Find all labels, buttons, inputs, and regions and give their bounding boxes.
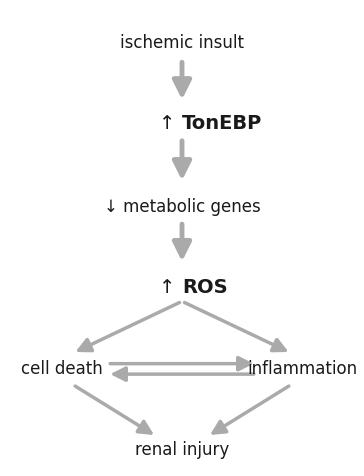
Text: renal injury: renal injury — [135, 441, 229, 459]
Text: ischemic insult: ischemic insult — [120, 34, 244, 52]
Text: ↑: ↑ — [159, 114, 182, 133]
Text: inflammation: inflammation — [247, 360, 357, 378]
Text: ↓ metabolic genes: ↓ metabolic genes — [104, 198, 260, 216]
Text: TonEBP: TonEBP — [182, 114, 262, 133]
Text: ↑: ↑ — [159, 278, 182, 298]
Text: cell death: cell death — [21, 360, 103, 378]
Text: ROS: ROS — [182, 278, 228, 298]
